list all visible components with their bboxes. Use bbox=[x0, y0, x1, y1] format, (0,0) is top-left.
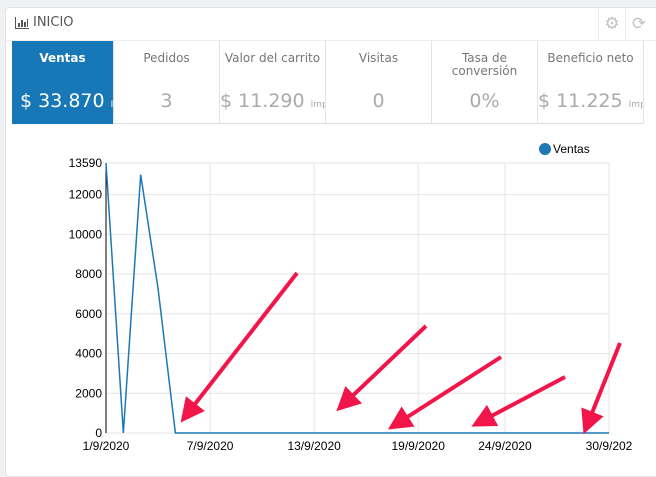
y-tick-label: 8000 bbox=[75, 267, 102, 281]
y-tick-label: 4000 bbox=[75, 347, 102, 361]
y-tick-label: 10000 bbox=[69, 227, 103, 241]
x-tick-label: 19/9/2020 bbox=[392, 439, 446, 453]
y-tick-label: 12000 bbox=[69, 188, 103, 202]
x-tick-label: 24/9/2020 bbox=[478, 439, 532, 453]
x-tick-label: 1/9/2020 bbox=[83, 439, 130, 453]
annotation-arrow bbox=[588, 343, 620, 423]
annotation-arrow bbox=[482, 377, 565, 421]
sales-chart: 0 2000 4000 6000 8000 10000 12000 13590 1/9/2020… bbox=[0, 0, 656, 463]
legend-marker bbox=[539, 143, 551, 155]
x-tick-label: 7/9/2020 bbox=[187, 439, 234, 453]
y-tick-label: 2000 bbox=[75, 386, 102, 400]
x-tick-label: 30/9/202 bbox=[586, 439, 633, 453]
y-tick-label: 13590 bbox=[69, 156, 103, 170]
y-tick-label: 0 bbox=[95, 426, 102, 440]
legend-label: Ventas bbox=[553, 142, 590, 156]
x-tick-label: 13/9/2020 bbox=[287, 439, 341, 453]
annotation-arrow bbox=[188, 273, 297, 413]
y-tick-label: 6000 bbox=[75, 307, 102, 321]
annotation-arrow bbox=[345, 326, 426, 403]
annotation-arrow bbox=[398, 357, 501, 423]
